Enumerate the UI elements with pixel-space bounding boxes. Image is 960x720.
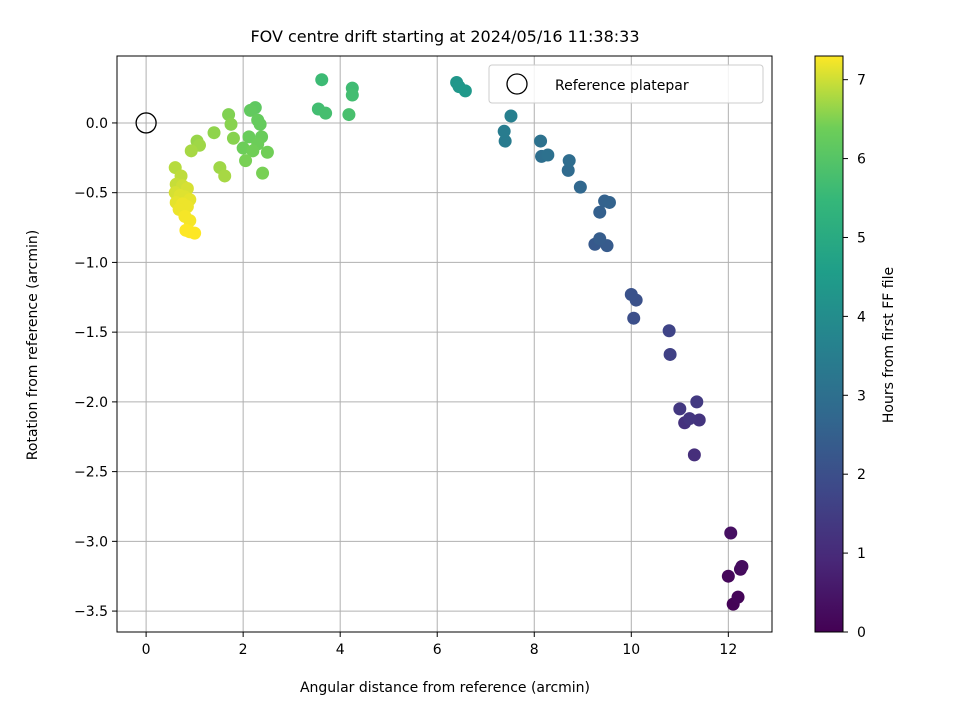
data-point <box>602 195 616 209</box>
data-point <box>207 126 221 140</box>
data-point <box>627 311 641 325</box>
data-point <box>687 448 701 462</box>
data-point <box>239 154 253 168</box>
y-tick-label: −2.0 <box>74 395 108 411</box>
data-point <box>593 232 607 246</box>
legend-label: Reference platepar <box>555 78 689 94</box>
x-tick-label: 4 <box>336 642 345 658</box>
colorbar-tick-label: 1 <box>857 546 866 562</box>
data-point <box>345 88 359 102</box>
colorbar-tick-label: 7 <box>857 73 866 89</box>
colorbar <box>814 55 844 633</box>
y-tick-label: −1.0 <box>74 255 108 271</box>
legend-box <box>488 64 764 104</box>
colorbar-tick-label: 5 <box>857 230 866 246</box>
data-point <box>246 144 260 158</box>
reference-marker <box>135 112 157 134</box>
chart-title: FOV centre drift starting at 2024/05/16 … <box>250 27 639 46</box>
colorbar-tick-label: 2 <box>857 467 866 483</box>
data-point <box>692 413 706 427</box>
data-point <box>342 108 356 122</box>
data-point <box>184 144 198 158</box>
data-points <box>168 73 749 611</box>
data-point <box>504 109 518 123</box>
y-axis-ticks: 0.0 −0.5 −1.0 −1.5 −2.0 −2.5 −3.0 −3.5 <box>74 116 117 620</box>
data-point <box>561 163 575 177</box>
x-tick-label: 0 <box>142 642 151 658</box>
colorbar-tick-label: 6 <box>857 152 866 168</box>
x-axis-label: Angular distance from reference (arcmin) <box>300 680 590 696</box>
data-point <box>218 169 232 183</box>
x-axis-ticks: 0 2 4 6 8 10 12 <box>142 632 737 658</box>
data-point <box>731 590 745 604</box>
data-point <box>315 73 329 87</box>
x-tick-label: 12 <box>719 642 737 658</box>
data-point <box>224 117 238 131</box>
data-point <box>673 402 687 416</box>
y-tick-label: 0.0 <box>86 116 108 132</box>
x-tick-label: 10 <box>622 642 640 658</box>
colorbar-ticks: 0 1 2 3 4 5 6 7 <box>843 73 866 641</box>
data-point <box>256 166 270 180</box>
y-axis-label: Rotation from reference (arcmin) <box>25 230 41 460</box>
data-point <box>226 131 240 145</box>
legend-marker-open-circle <box>506 73 528 95</box>
data-point <box>242 130 256 144</box>
data-point <box>243 103 257 117</box>
y-tick-label: −3.0 <box>74 534 108 550</box>
x-tick-label: 2 <box>239 642 248 658</box>
data-point <box>593 205 607 219</box>
data-point <box>183 214 197 228</box>
data-point <box>458 84 472 98</box>
data-point <box>573 180 587 194</box>
data-point <box>253 117 267 131</box>
data-point <box>319 106 333 120</box>
data-point <box>724 526 738 540</box>
data-point <box>562 154 576 168</box>
x-tick-label: 6 <box>433 642 442 658</box>
x-tick-label: 8 <box>530 642 539 658</box>
y-tick-label: −1.5 <box>74 325 108 341</box>
y-tick-label: −2.5 <box>74 465 108 481</box>
data-point <box>721 569 735 583</box>
data-point <box>690 395 704 409</box>
grid <box>117 56 772 632</box>
colorbar-tick-label: 3 <box>857 388 866 404</box>
data-point <box>497 124 511 138</box>
colorbar-tick-label: 4 <box>857 309 866 325</box>
colorbar-label: Hours from first FF file <box>881 267 897 423</box>
plot-frame <box>116 55 773 633</box>
data-point <box>534 134 548 148</box>
colorbar-tick-label: 0 <box>857 625 866 641</box>
data-point <box>624 287 638 301</box>
data-point <box>663 347 677 361</box>
data-point <box>260 145 274 159</box>
data-point <box>222 108 236 122</box>
y-tick-label: −0.5 <box>74 186 108 202</box>
data-point <box>188 226 202 240</box>
data-point <box>662 324 676 338</box>
data-point <box>498 134 512 148</box>
data-point <box>735 559 749 573</box>
legend: Reference platepar <box>488 64 764 104</box>
data-point <box>683 412 697 426</box>
y-tick-label: −3.5 <box>74 604 108 620</box>
data-point <box>541 148 555 162</box>
